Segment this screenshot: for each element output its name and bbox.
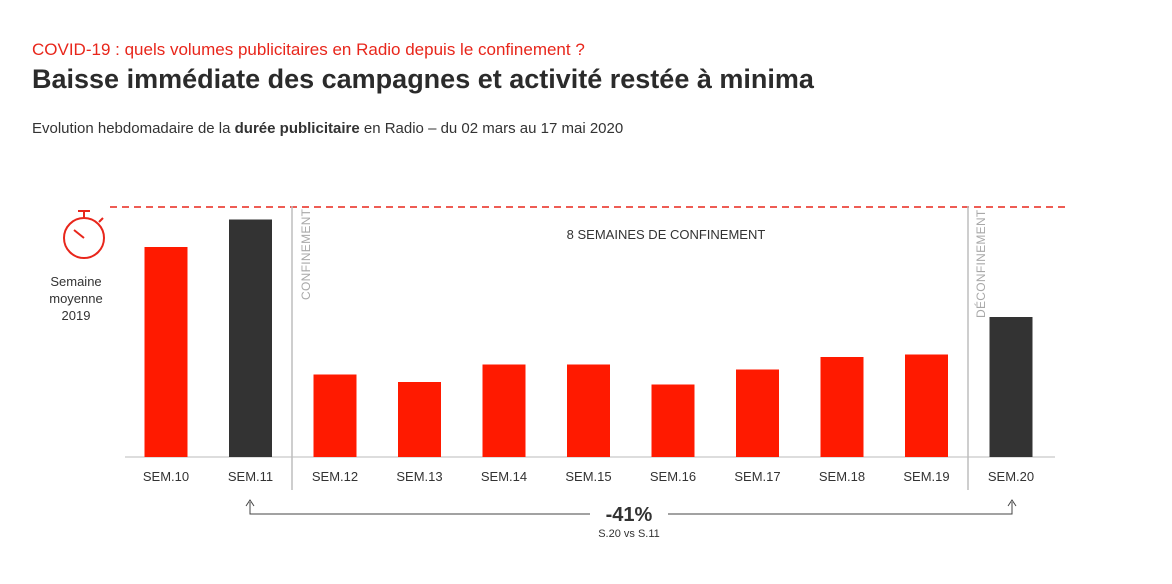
bar-sem-16: [651, 384, 695, 457]
x-tick-label: SEM.19: [903, 469, 949, 484]
reference-label-line1: Semaine: [50, 274, 102, 289]
period-label: 8 SEMAINES DE CONFINEMENT: [567, 227, 766, 242]
bar-sem-10: [144, 247, 188, 457]
reference-label-line3: 2019: [61, 308, 91, 323]
bar-sem-17: [736, 369, 779, 457]
chart-subtitle: Evolution hebdomadaire de la durée publi…: [32, 120, 623, 137]
change-bracket: [245, 499, 1017, 515]
subtitle-post: en Radio – du 02 mars au 17 mai 2020: [359, 120, 624, 137]
kicker-question: COVID-19 : quels volumes publicitaires e…: [32, 40, 585, 59]
change-note: S.20 vs S.11: [598, 528, 660, 540]
reference-label-line2: moyenne: [49, 291, 103, 306]
bar-sem-15: [567, 364, 610, 457]
x-tick-label: SEM.20: [988, 469, 1034, 484]
x-tick-label: SEM.15: [565, 469, 611, 484]
bar-sem-18: [820, 357, 864, 457]
x-tick-label: SEM.16: [650, 469, 696, 484]
x-tick-labels: SEM.10 SEM.11 SEM.12 SEM.13 SEM.14 SEM.15 SEM.…: [143, 469, 1034, 484]
x-tick-label: SEM.12: [312, 469, 358, 484]
subtitle-pre: Evolution hebdomadaire de la: [32, 120, 235, 137]
x-tick-label: SEM.14: [481, 469, 527, 484]
bar-sem-20: [989, 317, 1033, 457]
page-title: Baisse immédiate des campagnes et activi…: [32, 64, 814, 94]
change-value: -41%: [606, 504, 653, 526]
x-tick-label: SEM.18: [819, 469, 865, 484]
deconfinement-label: DÉCONFINEMENT: [973, 209, 988, 318]
stopwatch-icon: [63, 210, 105, 259]
x-tick-label: SEM.10: [143, 469, 189, 484]
bars-group: [144, 219, 1033, 457]
bar-sem-19: [905, 354, 948, 457]
x-tick-label: SEM.11: [228, 469, 273, 484]
bar-sem-14: [482, 364, 526, 457]
bar-sem-11: [229, 219, 272, 457]
x-tick-label: SEM.13: [396, 469, 442, 484]
x-tick-label: SEM.17: [734, 469, 780, 484]
reference-label: Semaine moyenne 2019: [36, 273, 116, 324]
bar-sem-12: [313, 374, 357, 457]
subtitle-bold: durée publicitaire: [234, 120, 360, 137]
confinement-label: CONFINEMENT: [299, 208, 313, 300]
bar-sem-13: [398, 382, 441, 457]
